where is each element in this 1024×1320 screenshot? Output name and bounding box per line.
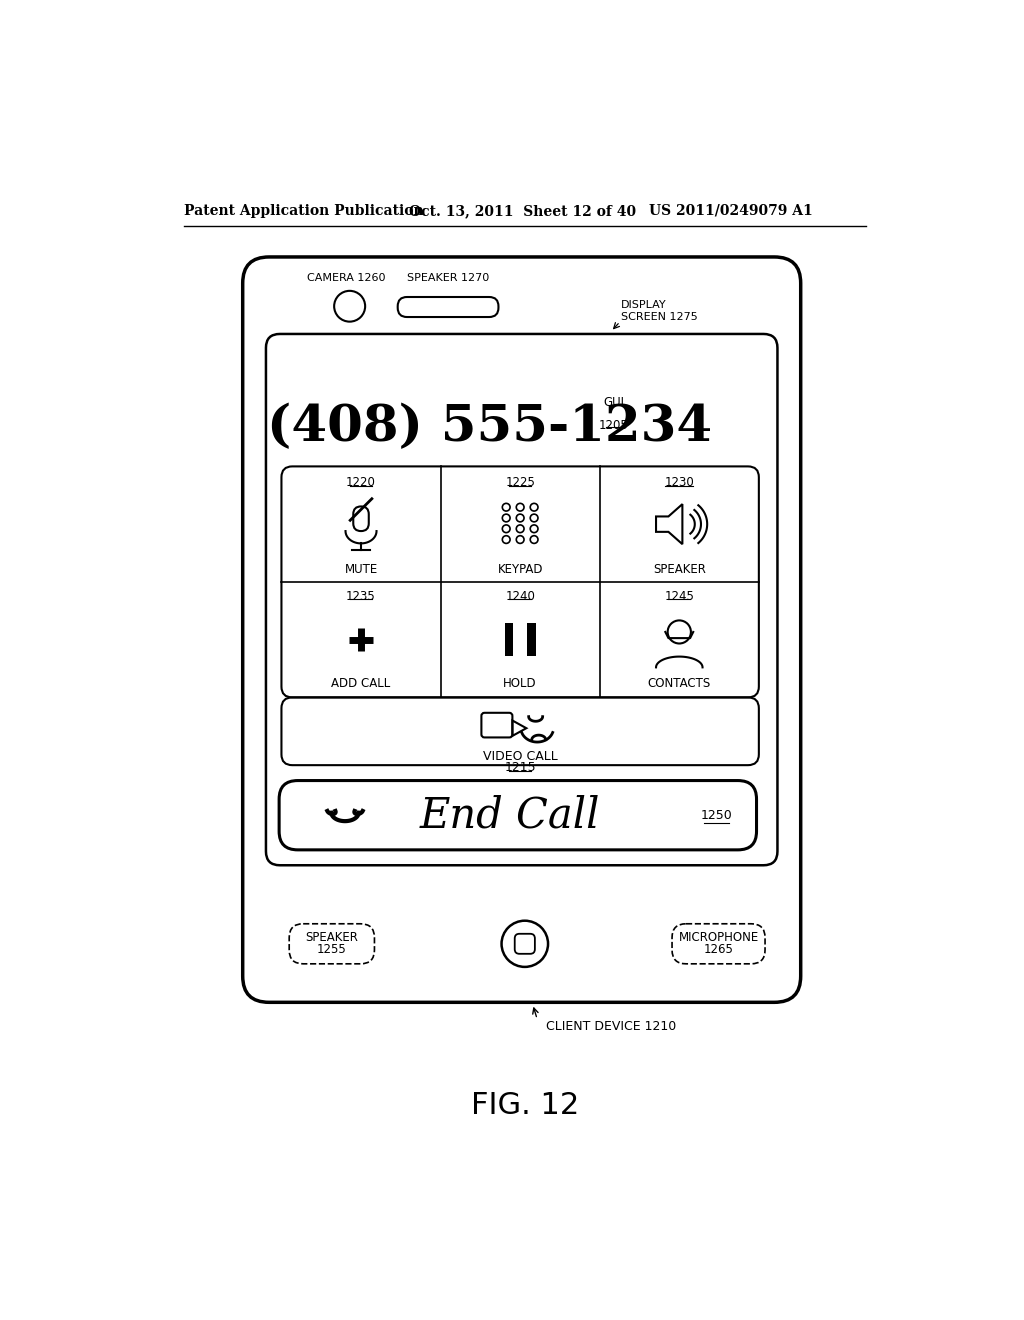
Text: 1205: 1205 (599, 418, 629, 432)
Text: CLIENT DEVICE 1210: CLIENT DEVICE 1210 (547, 1020, 677, 1034)
Text: 1255: 1255 (317, 944, 347, 957)
Text: DISPLAY
SCREEN 1275: DISPLAY SCREEN 1275 (621, 300, 697, 322)
Text: SPEAKER: SPEAKER (305, 931, 358, 944)
Text: HOLD: HOLD (504, 677, 537, 689)
Text: US 2011/0249079 A1: US 2011/0249079 A1 (649, 203, 813, 218)
Text: CAMERA 1260: CAMERA 1260 (307, 273, 386, 284)
Text: 1235: 1235 (346, 590, 376, 603)
Text: End Call: End Call (420, 795, 600, 836)
Text: SPEAKER: SPEAKER (653, 562, 706, 576)
Text: CONTACTS: CONTACTS (647, 677, 711, 689)
Text: ADD CALL: ADD CALL (332, 677, 390, 689)
Text: Patent Application Publication: Patent Application Publication (183, 203, 424, 218)
Text: 1220: 1220 (346, 475, 376, 488)
Text: GUI: GUI (603, 396, 625, 409)
Text: 1240: 1240 (505, 590, 536, 603)
Text: 1215: 1215 (505, 760, 536, 774)
Text: 1225: 1225 (505, 475, 536, 488)
Text: SPEAKER 1270: SPEAKER 1270 (407, 273, 489, 284)
Text: MICROPHONE: MICROPHONE (679, 931, 759, 944)
Text: KEYPAD: KEYPAD (498, 562, 543, 576)
Text: MUTE: MUTE (344, 562, 378, 576)
Text: 1230: 1230 (665, 475, 694, 488)
Text: VIDEO CALL: VIDEO CALL (482, 750, 557, 763)
Bar (505, 623, 513, 656)
Text: 1250: 1250 (700, 809, 732, 822)
Text: Oct. 13, 2011  Sheet 12 of 40: Oct. 13, 2011 Sheet 12 of 40 (409, 203, 636, 218)
Text: 1265: 1265 (703, 944, 733, 957)
Text: FIG. 12: FIG. 12 (471, 1092, 579, 1119)
Text: (408) 555-1234: (408) 555-1234 (266, 404, 712, 453)
Bar (527, 623, 536, 656)
Text: 1245: 1245 (665, 590, 694, 603)
